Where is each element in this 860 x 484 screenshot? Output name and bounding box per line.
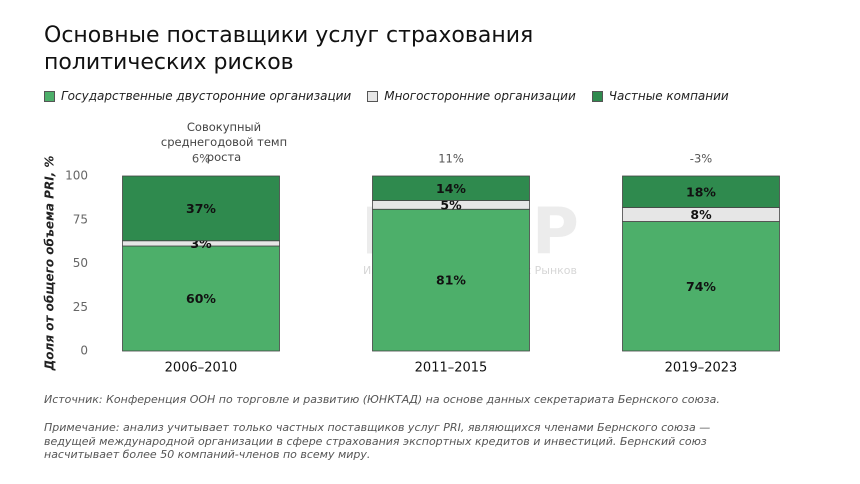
legend-label: Частные компании: [608, 89, 729, 103]
x-tick-label: 2006–2010: [165, 361, 238, 376]
value-label: 81%: [436, 273, 466, 288]
y-tick-label: 50: [73, 256, 88, 270]
value-label: 8%: [690, 207, 712, 222]
y-axis-label: Доля от общего объема PRI, %: [43, 156, 57, 372]
y-tick-label: 0: [80, 344, 88, 358]
legend-item: Государственные двусторонние организации: [44, 89, 351, 103]
note: Примечание: анализ учитывает только част…: [44, 421, 711, 461]
bar-segment: [622, 175, 780, 208]
bar-segment: [122, 245, 280, 352]
value-label: 74%: [686, 279, 716, 294]
legend-swatch: [44, 90, 55, 102]
y-tick-label: 100: [65, 169, 88, 183]
bar-segment: [372, 175, 530, 201]
value-label: 14%: [436, 181, 466, 196]
x-tick-label: 2011–2015: [415, 361, 488, 376]
value-label: 18%: [686, 184, 716, 199]
x-tick-label: 2019–2023: [665, 361, 738, 376]
legend: Государственные двусторонние организации…: [44, 89, 729, 103]
growth-rate: 11%: [438, 152, 464, 166]
legend-item: Частные компании: [591, 89, 729, 103]
growth-rate: -3%: [690, 152, 712, 166]
legend-item: Многосторонние организации: [367, 89, 576, 103]
legend-label: Многосторонние организации: [384, 89, 576, 103]
bar-segment: [372, 208, 530, 352]
source: Источник: Конференция ООН по торговле и …: [44, 393, 720, 406]
legend-label: Государственные двусторонние организации: [61, 89, 352, 103]
value-label: 60%: [186, 291, 216, 306]
legend-swatch: [591, 90, 603, 102]
value-label: 37%: [186, 201, 216, 216]
value-label: 5%: [440, 197, 462, 212]
growth-label: Совокупный среднегодовой темп роста: [160, 120, 288, 164]
y-tick-label: 75: [73, 212, 88, 226]
legend-swatch: [367, 90, 379, 102]
y-tick-label: 25: [73, 300, 88, 314]
chart-title: Основные поставщики услуг страхования по…: [44, 23, 534, 75]
bar-segment: [122, 175, 280, 242]
growth-rate: 6%: [192, 152, 210, 166]
bar-segment: [622, 221, 780, 352]
